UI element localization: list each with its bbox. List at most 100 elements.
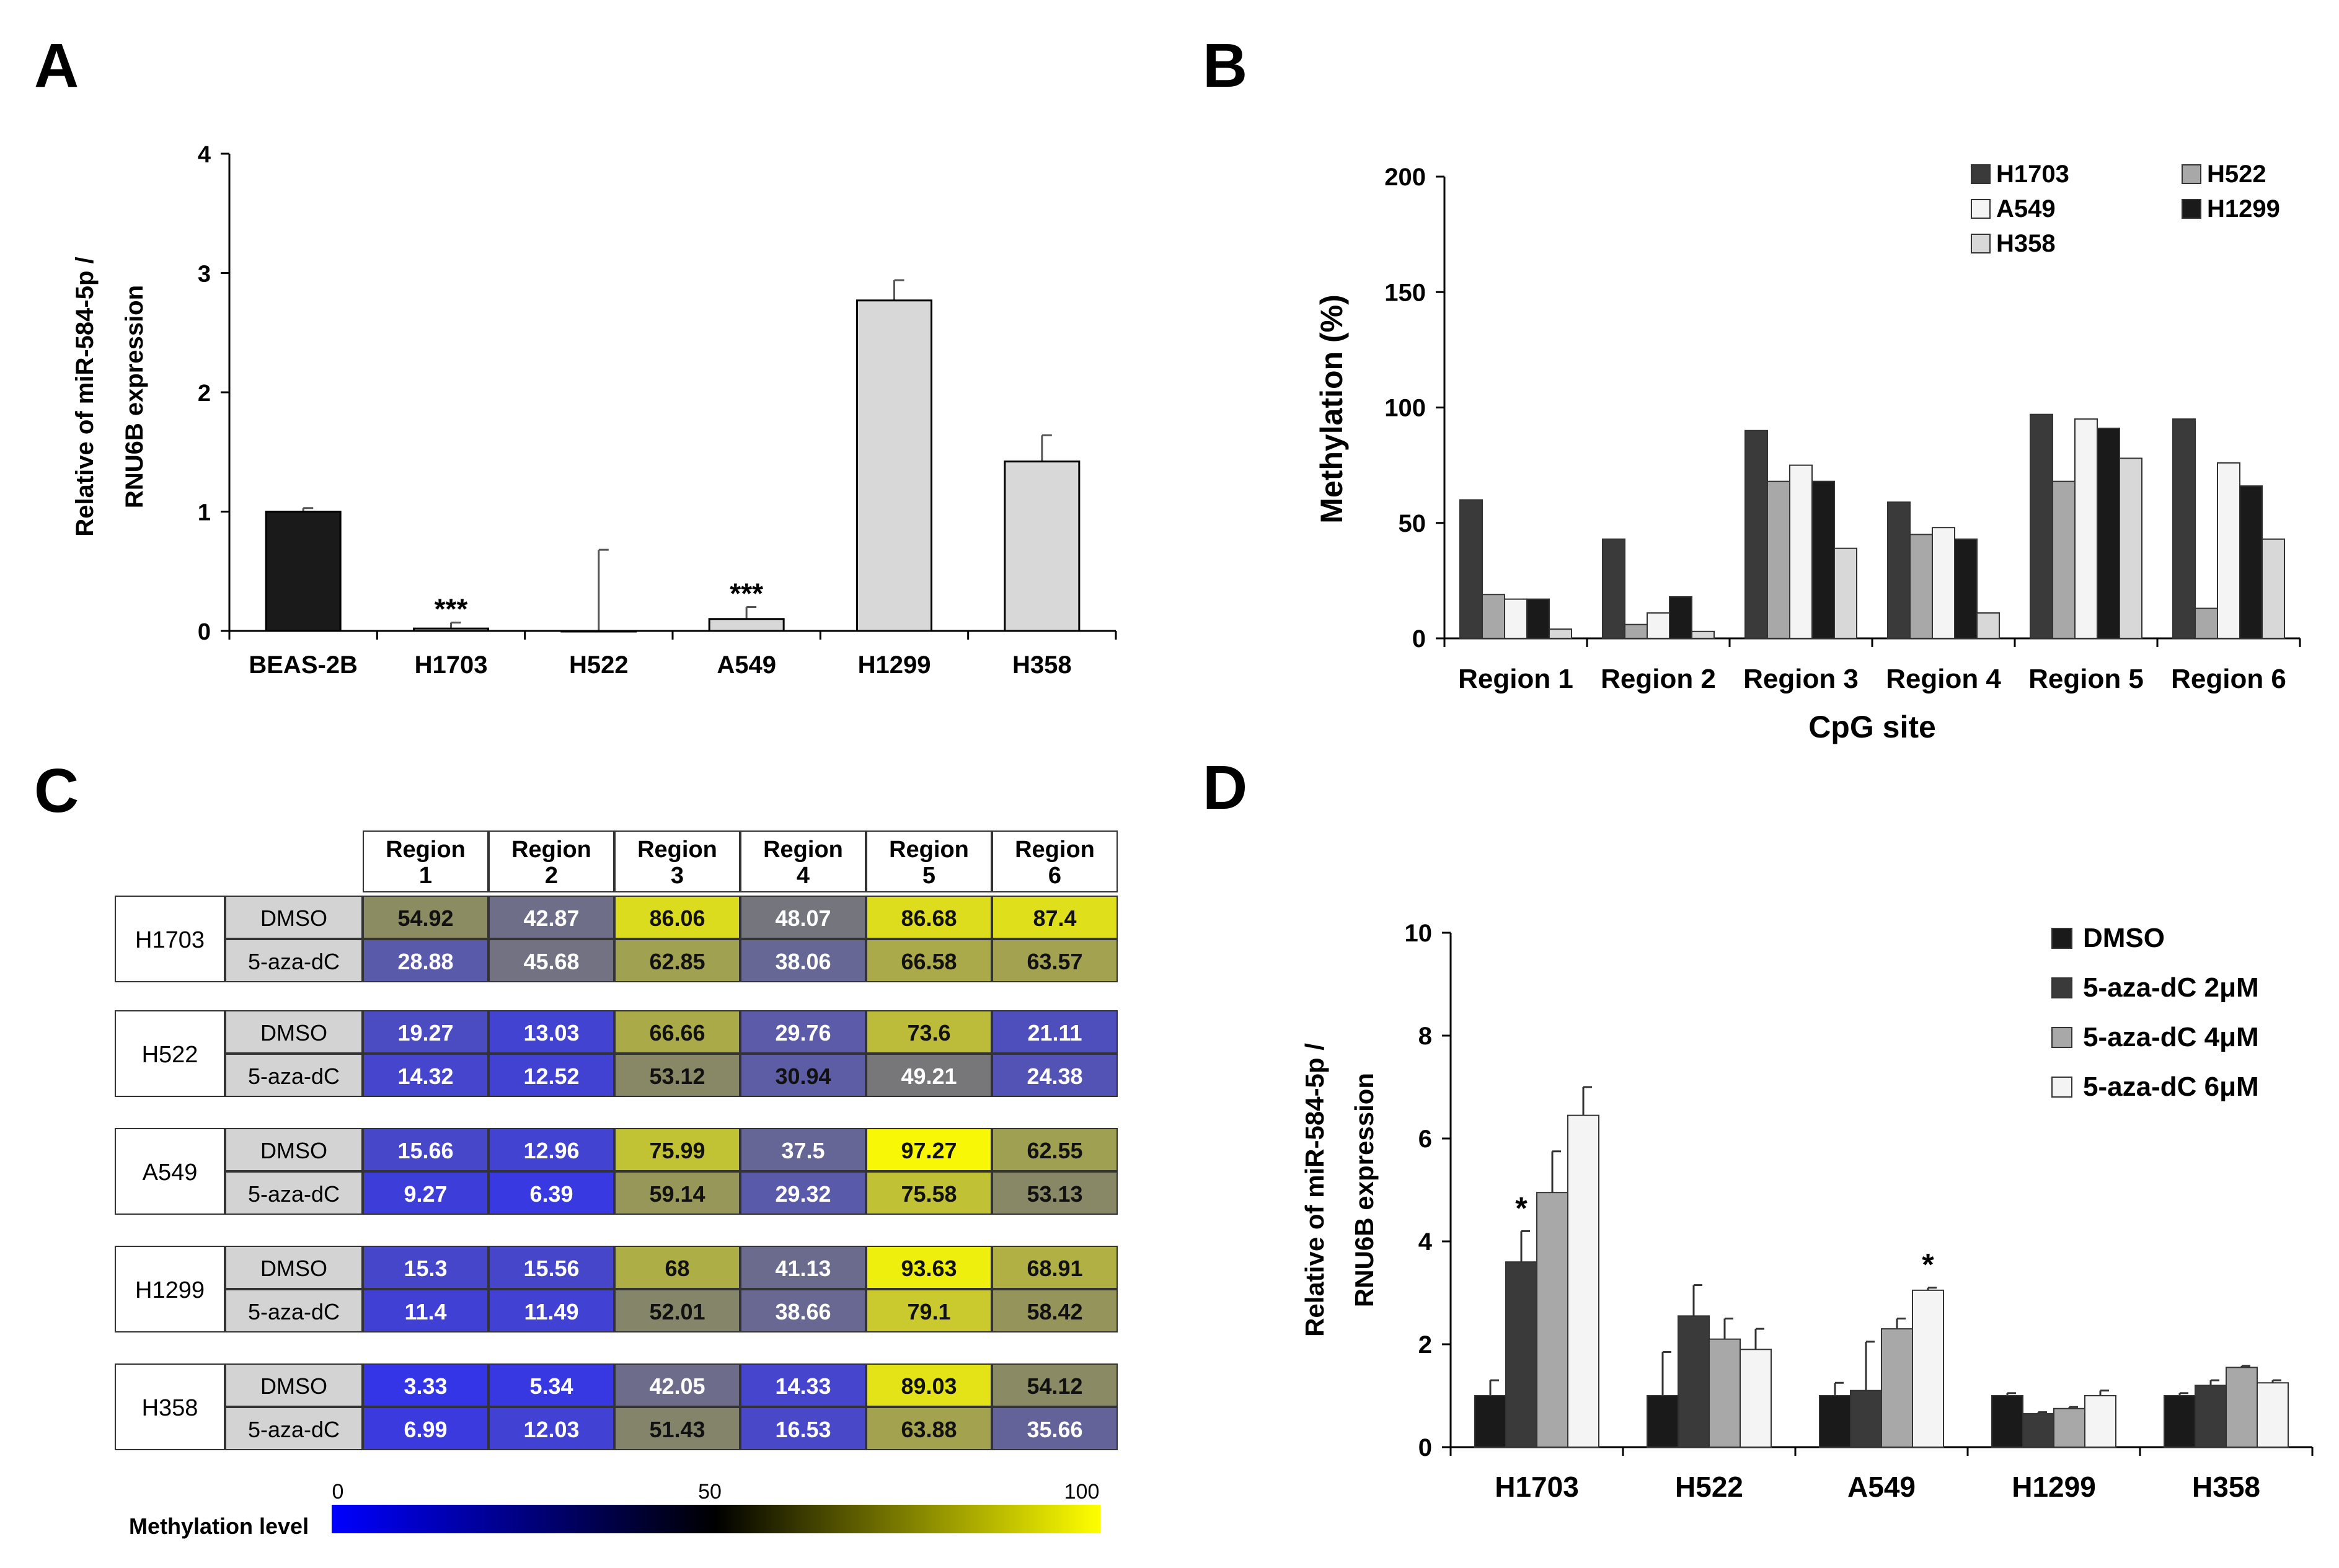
chart-d-y-tick-label: 10	[1405, 920, 1433, 947]
chart-d-x-tick-label: A549	[1847, 1471, 1916, 1503]
heatmap-cell: 15.66	[363, 1128, 489, 1171]
heatmap-treatment-label: DMSO	[225, 896, 363, 939]
heatmap-cell: 62.55	[992, 1128, 1118, 1171]
chart-b-bar	[2119, 457, 2142, 639]
heatmap-cell: 9.27	[363, 1171, 489, 1215]
chart-a-significance: ***	[730, 578, 763, 610]
chart-a-bar	[856, 299, 932, 632]
heatmap-cell: 52.01	[614, 1289, 740, 1332]
chart-b-bar	[1549, 628, 1572, 639]
chart-d-x-tick-label: H358	[2192, 1471, 2260, 1503]
chart-d: Relative of miR-584-5p / RNU6B expressio…	[1300, 920, 2314, 1503]
chart-d-y-tick-label: 2	[1418, 1331, 1432, 1359]
chart-b-legend-label: H1299	[2207, 195, 2280, 222]
heatmap-cell-line-label: H1299	[115, 1246, 225, 1332]
heatmap-cell: 5.34	[489, 1363, 614, 1407]
heatmap-cell: 86.68	[866, 896, 992, 939]
heatmap-column-header: Region 3	[614, 830, 740, 892]
chart-b-bar	[1744, 429, 1768, 639]
chart-b-x-tick-label: Region 4	[1886, 664, 2001, 694]
chart-a-x-tick-label: H522	[569, 651, 629, 679]
heatmap-cell: 28.88	[363, 939, 489, 982]
heatmap-column-header-line1: Region	[1015, 837, 1095, 863]
chart-a-bar	[1004, 460, 1081, 632]
chart-d-bar	[2226, 1367, 2258, 1448]
heatmap-cell: 54.92	[363, 896, 489, 939]
chart-b-y-tick-label: 50	[1399, 510, 1426, 537]
chart-b-bar	[1834, 547, 1857, 639]
heatmap-column-header-line2: 2	[544, 863, 559, 889]
heatmap-column-header-line1: Region	[889, 837, 969, 863]
chart-a-x-tick-label: A549	[717, 651, 776, 679]
chart-b-legend-swatch	[1971, 164, 1991, 184]
chart-d-y-tick-label: 0	[1418, 1434, 1432, 1461]
heatmap-cell: 12.96	[489, 1128, 614, 1171]
heatmap-cell: 30.94	[740, 1054, 866, 1097]
heatmap-cell: 68	[614, 1246, 740, 1289]
chart-a-ylabel-line1: Relative of miR-584-5p /	[71, 257, 99, 536]
heatmap-cell: 93.63	[866, 1246, 992, 1289]
heatmap-cell: 35.66	[992, 1407, 1118, 1450]
heatmap-treatment-label: DMSO	[225, 1128, 363, 1171]
chart-b-xlabel: CpG site	[1808, 710, 1936, 744]
chart-b-bar	[1976, 612, 2000, 640]
heatmap-cell: 38.06	[740, 939, 866, 982]
chart-d-significance: *	[1922, 1248, 1934, 1282]
chart-b-bar	[1669, 596, 1692, 640]
heatmap-treatment-label: DMSO	[225, 1363, 363, 1407]
chart-b-legend-label: H358	[1996, 230, 2056, 257]
chart-b-y-tick-label: 100	[1384, 395, 1426, 422]
heatmap-cell: 42.05	[614, 1363, 740, 1407]
heatmap-cell: 14.32	[363, 1054, 489, 1097]
chart-a-bar	[413, 627, 489, 632]
chart-d-legend-label: DMSO	[2083, 923, 2165, 953]
chart-a-ylabel: Relative of miR-584-5p / RNU6B expressio…	[71, 257, 148, 536]
heatmap-column-header-line2: 6	[1048, 863, 1062, 889]
chart-d-y-tick-label: 8	[1418, 1023, 1432, 1050]
colorbar-min-label: 0	[332, 1480, 344, 1504]
chart-b-bar	[1767, 480, 1790, 640]
chart-d-bar	[2257, 1382, 2289, 1448]
chart-b-bar	[1887, 501, 1911, 639]
chart-d-ylabel-line1: Relative of miR-584-5p /	[1300, 1043, 1329, 1337]
chart-b-bar	[1909, 534, 1933, 639]
chart-b-y-tick-label: 150	[1384, 279, 1426, 306]
chart-b-legend-label: H522	[2207, 161, 2266, 188]
heatmap-column-header-line2: 5	[922, 863, 936, 889]
chart-a-ylabel-line2: RNU6B expression	[121, 285, 148, 508]
chart-d-x-tick-label: H522	[1675, 1471, 1743, 1503]
heatmap-cell: 63.88	[866, 1407, 992, 1450]
chart-b-legend-swatch	[2182, 164, 2201, 184]
heatmap-treatment-label: DMSO	[225, 1010, 363, 1054]
chart-a-x-tick-label: BEAS-2B	[249, 651, 358, 679]
chart-b-bar	[2097, 428, 2120, 640]
heatmap-cell: 37.5	[740, 1128, 866, 1171]
colorbar-title: Methylation level	[129, 1513, 309, 1539]
chart-d-bar	[1474, 1395, 1506, 1448]
chart-b-bar	[2217, 462, 2240, 640]
chart-a: Relative of miR-584-5p / RNU6B expressio…	[71, 142, 1117, 679]
chart-a-y-tick-label: 1	[198, 500, 211, 526]
chart-a-x-tick-label: H1299	[858, 651, 931, 679]
chart-d-bar	[2053, 1407, 2085, 1448]
heatmap-cell: 42.87	[489, 896, 614, 939]
chart-d-legend-swatch	[2051, 1077, 2072, 1098]
heatmap-column-header: Region 5	[866, 830, 992, 892]
chart-b-bar	[1789, 464, 1813, 639]
heatmap-column-header-line2: 3	[670, 863, 684, 889]
chart-d-x-tick-label: H1703	[1495, 1471, 1579, 1503]
chart-b-legend-label: H1703	[1996, 161, 2069, 188]
heatmap-treatment-label: 5-aza-dC	[225, 939, 363, 982]
heatmap-cell: 54.12	[992, 1363, 1118, 1407]
heatmap-cell: 73.6	[866, 1010, 992, 1054]
chart-d-bar	[1819, 1395, 1851, 1448]
heatmap-cell: 66.66	[614, 1010, 740, 1054]
chart-b-bar	[1811, 480, 1835, 640]
heatmap-treatment-label: 5-aza-dC	[225, 1171, 363, 1215]
chart-b-bar	[1602, 538, 1625, 640]
chart-b-y-tick-label: 200	[1384, 164, 1426, 191]
chart-d-legend-label: 5-aza-dC 2μM	[2083, 972, 2259, 1003]
chart-b-bar	[2195, 607, 2218, 640]
chart-b-bar	[1459, 499, 1483, 639]
chart-d-ylabel: Relative of miR-584-5p / RNU6B expressio…	[1300, 1043, 1379, 1337]
